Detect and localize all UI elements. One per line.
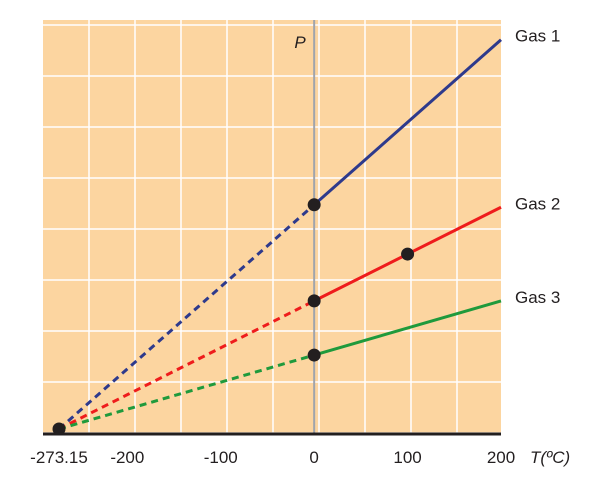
data-point: [307, 294, 321, 308]
series-extrapolated-line: [58, 203, 316, 431]
series-label: Gas 1: [515, 27, 560, 46]
x-tick-label: 100: [393, 448, 421, 467]
series-measured-line: [313, 299, 502, 357]
series-extrapolated-line: [58, 353, 315, 431]
x-tick-label: -100: [204, 448, 238, 467]
plot-background: [43, 20, 501, 434]
data-point: [307, 198, 321, 212]
x-tick-label: 0: [309, 448, 318, 467]
origin-point: [52, 422, 66, 436]
series-labels: Gas 1 Gas 2 Gas 3: [515, 27, 560, 307]
points-group: [52, 198, 415, 436]
x-axis-title: T(ºC): [530, 448, 570, 467]
y-axis-title: P: [294, 33, 306, 52]
x-tick-labels: -273.15 -200 -100 0 100 200: [30, 448, 515, 467]
data-point: [401, 247, 415, 261]
x-tick-label: -200: [110, 448, 144, 467]
series-label: Gas 2: [515, 194, 560, 213]
x-tick-label: -273.15: [30, 448, 88, 467]
series-measured-line: [313, 38, 502, 206]
data-point: [307, 348, 321, 362]
x-tick-label: 200: [487, 448, 515, 467]
series-label: Gas 3: [515, 288, 560, 307]
